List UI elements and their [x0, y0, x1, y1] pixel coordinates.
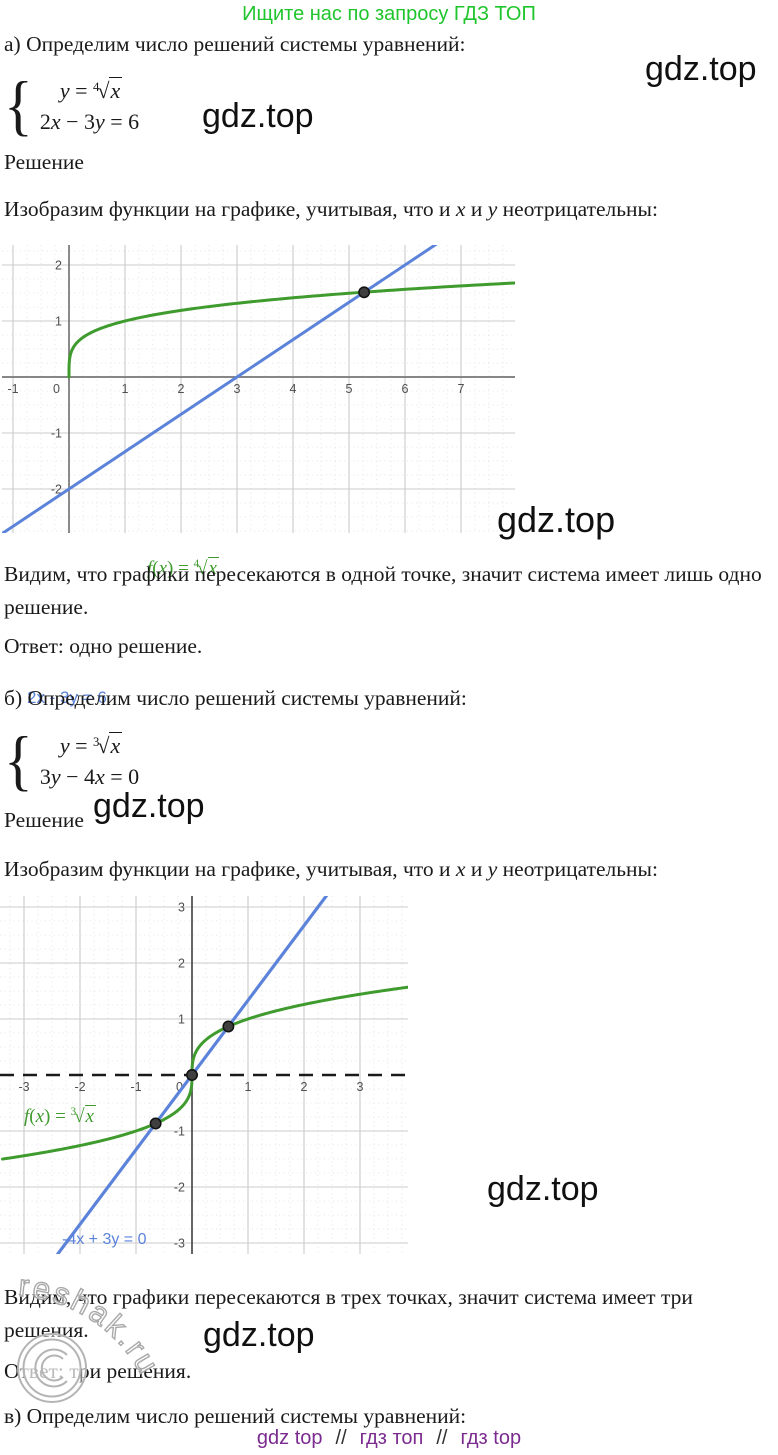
gdz-watermark: gdz.top	[203, 1316, 315, 1354]
x-tick-label: 0	[53, 382, 60, 396]
x-tick-label: 5	[346, 382, 353, 396]
y-tick-label: -1	[51, 427, 62, 441]
equation-a1: y = 4√x	[59, 77, 123, 103]
system-brace: {	[4, 722, 33, 797]
curve-line	[55, 896, 329, 1254]
intersection-point	[186, 1069, 198, 1081]
curve-root	[1, 985, 408, 1161]
gdz-watermark: gdz.top	[487, 1170, 599, 1208]
y-tick-label: -2	[51, 483, 62, 497]
y-tick-label: -1	[174, 1125, 185, 1139]
footer-keyword: gdz top	[256, 1427, 323, 1449]
footer-keyword: гдз top	[460, 1427, 522, 1449]
footer-keywords: gdz top // гдз топ // гдз top	[0, 1427, 778, 1450]
answer-a: Ответ: одно решение.	[4, 634, 203, 658]
graph-b: -3 -2 -1 0 1 2 3 -3 -2 -1 1 2 3 f(x) = 3√x -4x + 3y =…	[0, 896, 408, 1254]
heading-part-c: в) Определим число решений системы уравн…	[4, 1404, 467, 1428]
plot-intro-a: Изобразим функции на графике, учитывая, …	[4, 197, 658, 221]
y-tick-label: 1	[55, 315, 62, 329]
heading-part-b: б) Определим число решений системы уравн…	[4, 686, 467, 710]
footer-keyword: гдз топ	[359, 1427, 424, 1449]
x-tick-label: -1	[7, 382, 18, 396]
y-tick-label: -2	[174, 1181, 185, 1195]
x-tick-label: -2	[74, 1080, 85, 1094]
x-tick-label: -3	[18, 1080, 29, 1094]
system-brace: {	[4, 67, 33, 142]
footer-separator: //	[436, 1427, 448, 1449]
x-tick-label: 1	[245, 1080, 252, 1094]
y-tick-label: 3	[178, 901, 185, 915]
conclusion-b: Видим, что графики пересекаются в трех т…	[4, 1285, 693, 1342]
equation-b2: 3y − 4x = 0	[39, 764, 140, 789]
curve-label: 2x - 3y = 6	[27, 688, 107, 707]
x-tick-label: 7	[458, 382, 465, 396]
y-tick-label: 2	[55, 259, 62, 273]
intersection-point	[149, 1117, 162, 1130]
gdz-watermark: gdz.top	[202, 97, 314, 135]
site-banner: Ищите нас по запросу ГДЗ ТОП	[242, 3, 536, 25]
curve-root	[67, 281, 515, 379]
y-tick-label: 1	[178, 1013, 185, 1027]
x-tick-label: 4	[290, 382, 297, 396]
gdz-watermark: gdz.top	[497, 499, 616, 540]
y-tick-label: 2	[178, 957, 185, 971]
gdz-watermark: gdz.top	[645, 50, 757, 88]
x-tick-label: 2	[301, 1080, 308, 1094]
curve-label: f(x) = 3√x	[24, 1105, 96, 1127]
conclusion-a: Видим, что графики пересекаются в одной …	[4, 562, 762, 619]
x-tick-label: 2	[178, 382, 185, 396]
x-tick-label: -1	[130, 1080, 141, 1094]
x-tick-label: 3	[357, 1080, 364, 1094]
curve-label: -4x + 3y = 0	[62, 1231, 147, 1248]
solution-label-b: Решение	[4, 808, 84, 832]
curve-label: f(x) = 4√x	[147, 557, 219, 579]
answer-b: Ответ: три решения.	[4, 1359, 192, 1383]
intersection-point	[222, 1020, 235, 1033]
y-tick-label: -3	[174, 1237, 185, 1251]
equation-b1: y = 3√x	[59, 732, 123, 758]
heading-part-a: а) Определим число решений системы уравн…	[4, 32, 466, 56]
x-tick-label: 3	[234, 382, 241, 396]
gdz-watermark: gdz.top	[93, 787, 205, 825]
graph-a: -1 0 1 2 3 4 5 6 7 -2 -1 1 2 f(x) = 4√x 2x - 3y = 6	[2, 245, 515, 707]
equation-system-b: { y = 3√x 3y − 4x = 0	[4, 724, 140, 796]
footer-separator: //	[335, 1427, 347, 1449]
graph-b-canvas: -3 -2 -1 0 1 2 3 -3 -2 -1 1 2 3	[0, 896, 408, 1254]
equation-a2: 2x − 3y = 6	[39, 109, 140, 134]
solution-label-a: Решение	[4, 150, 84, 174]
x-tick-label: 0	[176, 1080, 183, 1094]
graph-a-canvas: -1 0 1 2 3 4 5 6 7 -2 -1 1 2	[2, 245, 515, 533]
intersection-point	[358, 286, 371, 299]
x-tick-label: 1	[122, 382, 129, 396]
x-tick-label: 6	[402, 382, 409, 396]
plot-intro-b: Изобразим функции на графике, учитывая, …	[4, 857, 658, 881]
equation-system-a: { y = 4√x 2x − 3y = 6	[4, 69, 140, 141]
curve-line	[2, 245, 438, 533]
